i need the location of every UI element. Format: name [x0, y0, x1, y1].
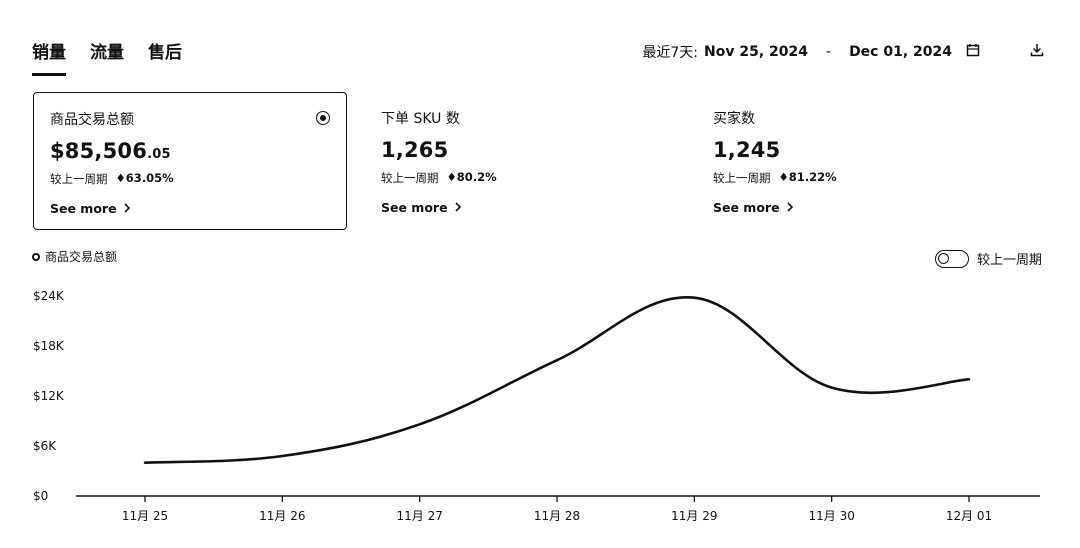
see-more-label: See more: [381, 200, 448, 215]
chevron-right-icon: [454, 200, 462, 215]
metric-card-buyers[interactable]: 买家数 1,245 较上一周期 ♦81.22% See more: [697, 92, 1011, 230]
x-tick-label: 11月 26: [259, 509, 305, 523]
calendar-icon[interactable]: [966, 43, 980, 61]
card-value-cents: .05: [147, 147, 171, 162]
compare-delta: ♦80.2%: [446, 170, 497, 184]
card-title: 买家数: [713, 111, 755, 127]
date-range-end[interactable]: Dec 01, 2024: [849, 44, 952, 60]
y-tick-label: $12K: [33, 389, 65, 403]
compare-toggle[interactable]: [934, 249, 969, 268]
x-tick-label: 11月 29: [671, 509, 717, 523]
x-tick-label: 11月 27: [396, 509, 442, 523]
x-tick-label: 11月 25: [122, 509, 168, 523]
see-more-label: See more: [713, 200, 780, 215]
card-value: 1,245: [713, 138, 995, 162]
chevron-right-icon: [786, 200, 794, 215]
compare-label: 较上一周期: [713, 171, 771, 185]
see-more-link[interactable]: See more: [50, 201, 330, 216]
sales-line-chart: $0 $6K $12K $18K $24K 11月 25 11月 26 11月 27 11月 2…: [33, 289, 1040, 523]
card-title: 商品交易总额: [50, 112, 134, 128]
card-value-main: 1,245: [713, 138, 781, 162]
card-value: 1,265: [381, 138, 663, 162]
chevron-right-icon: [123, 201, 131, 216]
compare-label: 较上一周期: [381, 171, 439, 185]
see-more-link[interactable]: See more: [381, 200, 663, 215]
date-range-separator: -: [826, 44, 832, 60]
radio-selected-icon[interactable]: [316, 111, 330, 125]
compare-label: 较上一周期: [50, 172, 108, 186]
card-title: 下单 SKU 数: [381, 111, 460, 127]
x-tick-label: 11月 30: [808, 509, 854, 523]
x-tick-label: 11月 28: [534, 509, 580, 523]
card-compare: 较上一周期 ♦81.22%: [713, 170, 995, 186]
tab-sales[interactable]: 销量: [32, 38, 66, 76]
see-more-link[interactable]: See more: [713, 200, 995, 215]
card-value: $85,506.05: [50, 139, 330, 163]
date-range-picker[interactable]: 最近7天: Nov 25, 2024 - Dec 01, 2024: [642, 42, 1044, 62]
y-tick-label: $0: [33, 489, 48, 503]
date-range-prefix: 最近7天:: [642, 45, 699, 61]
download-icon[interactable]: [1030, 43, 1044, 61]
see-more-label: See more: [50, 201, 117, 216]
tab-bar: 销量 流量 售后: [32, 38, 182, 76]
series-line: [143, 296, 971, 464]
legend-dot-icon: [32, 252, 40, 261]
compare-toggle-group: 较上一周期: [934, 249, 1042, 268]
compare-toggle-label: 较上一周期: [976, 253, 1042, 268]
legend-label: 商品交易总额: [45, 250, 118, 264]
card-compare: 较上一周期 ♦63.05%: [50, 171, 330, 187]
tab-after-sales[interactable]: 售后: [148, 43, 182, 63]
card-value-main: 1,265: [381, 138, 449, 162]
metric-card-sku[interactable]: 下单 SKU 数 1,265 较上一周期 ♦80.2% See more: [365, 92, 679, 230]
card-compare: 较上一周期 ♦80.2%: [381, 170, 663, 186]
y-tick-label: $6K: [33, 439, 57, 453]
y-tick-label: $18K: [33, 339, 65, 353]
compare-delta: ♦63.05%: [115, 171, 174, 185]
date-range-start[interactable]: Nov 25, 2024: [704, 44, 808, 60]
card-value-main: $85,506: [50, 139, 148, 163]
y-tick-label: $24K: [33, 289, 65, 303]
metric-card-gmv[interactable]: 商品交易总额 $85,506.05 较上一周期 ♦63.05% See more: [33, 92, 347, 230]
chart-legend: 商品交易总额: [32, 248, 117, 265]
x-tick-label: 12月 01: [946, 509, 992, 523]
compare-delta: ♦81.22%: [778, 170, 837, 184]
tab-traffic[interactable]: 流量: [90, 43, 124, 63]
